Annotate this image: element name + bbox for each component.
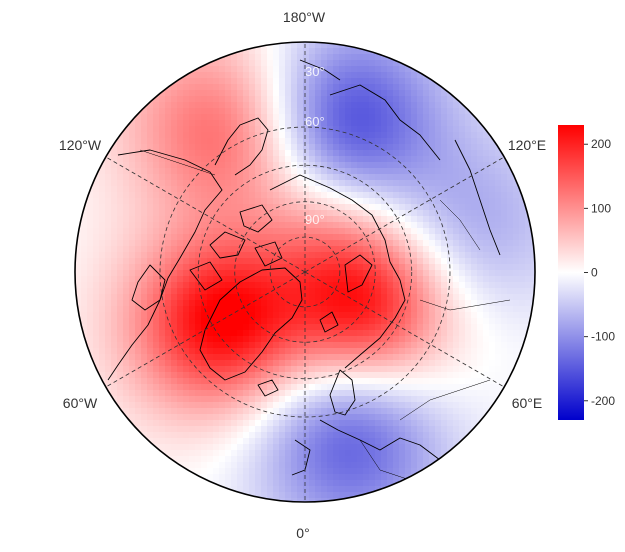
coastlines bbox=[107, 59, 501, 476]
colorbar-tick-label: -100 bbox=[591, 330, 615, 344]
colorbar-tick-label: 0 bbox=[591, 266, 598, 280]
graticule bbox=[105, 42, 505, 502]
lon-label-upper-left: 120°W bbox=[59, 137, 102, 153]
lat-label-30: 30° bbox=[305, 64, 325, 79]
map-boundary bbox=[74, 41, 536, 503]
meridian-line bbox=[304, 271, 505, 388]
colorbar-gradient bbox=[558, 125, 584, 420]
colorbar: 200 100 0 -100 -200 bbox=[558, 125, 615, 420]
colorbar-tick-label: 100 bbox=[591, 201, 611, 215]
colorbar-tick-label: -200 bbox=[591, 394, 615, 408]
latitude-circle bbox=[159, 126, 451, 418]
lon-label-lower-right: 60°E bbox=[512, 395, 543, 411]
latitude-circle bbox=[269, 236, 341, 308]
lon-label-upper-right: 120°E bbox=[508, 137, 546, 153]
lat-label-60: 60° bbox=[305, 114, 325, 129]
meridian-line bbox=[105, 271, 306, 388]
lat-label-90: 90° bbox=[305, 212, 325, 227]
lon-label-top: 180°W bbox=[283, 9, 326, 25]
meridian-line bbox=[105, 156, 306, 273]
lon-label-bottom: 0° bbox=[296, 525, 309, 541]
colorbar-tick-label: 200 bbox=[591, 137, 611, 151]
meridian-line bbox=[304, 156, 505, 273]
lon-label-lower-left: 60°W bbox=[63, 395, 98, 411]
latitude-circle bbox=[197, 164, 413, 380]
borders bbox=[139, 149, 511, 481]
